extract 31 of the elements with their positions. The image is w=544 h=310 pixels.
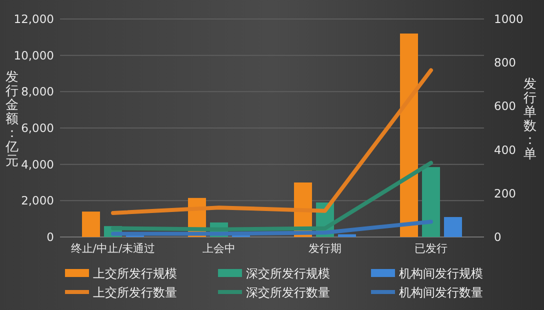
x-tick-label: 上会中 [202, 242, 236, 255]
y-tick-label: 10,000 [14, 48, 54, 62]
y-tick-label: 4,000 [21, 157, 54, 172]
y2-axis-title: 发行单数：单 [524, 77, 536, 162]
y-tick-label: 8,000 [21, 84, 54, 99]
y-tick-label: 12,000 [14, 12, 54, 26]
legend-label: 上交所发行规模 [93, 266, 177, 280]
legend-label: 深交所发行数量 [246, 286, 330, 300]
y-tick-label: 0 [46, 230, 54, 244]
legend-label: 深交所发行规模 [246, 266, 330, 280]
y2-tick-label: 200 [494, 186, 516, 200]
y2-tick-label: 1000 [494, 12, 524, 26]
x-tick-label: 发行期 [308, 242, 342, 255]
y-axis-title: 发行金额：亿元 [4, 70, 18, 169]
y2-tick-label: 600 [494, 99, 516, 114]
bar [444, 217, 462, 237]
legend-label: 上交所发行数量 [93, 286, 177, 300]
x-tick-label: 终止/中止/未通过 [70, 242, 156, 255]
y2-tick-label: 400 [494, 142, 516, 157]
y-tick-label: 2,000 [21, 194, 54, 208]
bar [400, 34, 418, 237]
y2-tick-label: 0 [494, 230, 502, 244]
bar [82, 212, 100, 237]
legend-label: 机构间发行数量 [399, 286, 483, 300]
legend-label: 机构间发行规模 [399, 266, 483, 280]
y-tick-label: 6,000 [21, 121, 54, 135]
bar [338, 234, 356, 237]
bar [422, 167, 440, 237]
line-series [111, 68, 433, 216]
y2-tick-label: 800 [494, 56, 516, 70]
x-tick-label: 已发行 [414, 242, 448, 255]
